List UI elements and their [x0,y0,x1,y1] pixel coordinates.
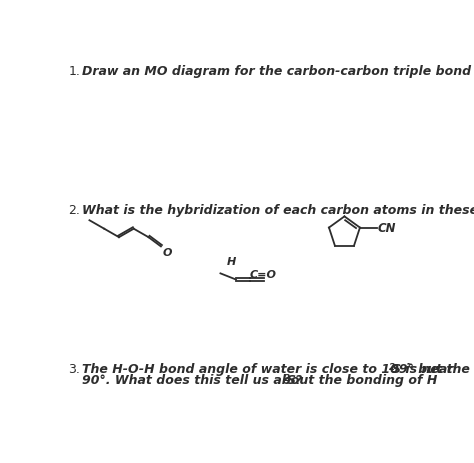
Text: 3.: 3. [69,362,81,375]
Text: CN: CN [378,222,396,235]
Text: H: H [227,256,236,266]
Text: 2: 2 [284,373,290,382]
Text: 1.: 1. [69,65,81,78]
Text: 90°. What does this tell us about the bonding of H: 90°. What does this tell us about the bo… [82,373,438,386]
Text: The H-O-H bond angle of water is close to 109° but the H-S-H bond angle of H: The H-O-H bond angle of water is close t… [82,362,474,375]
Text: S is near: S is near [392,362,453,375]
Text: What is the hybridization of each carbon atoms in these molecules:: What is the hybridization of each carbon… [82,203,474,216]
Text: C=O: C=O [249,269,276,279]
Text: S?: S? [287,373,303,386]
Text: 2.: 2. [69,203,81,216]
Text: Draw an MO diagram for the carbon-carbon triple bond of acetylene (ethyne).: Draw an MO diagram for the carbon-carbon… [82,65,474,78]
Text: 2: 2 [389,362,395,371]
Text: O: O [163,248,172,257]
